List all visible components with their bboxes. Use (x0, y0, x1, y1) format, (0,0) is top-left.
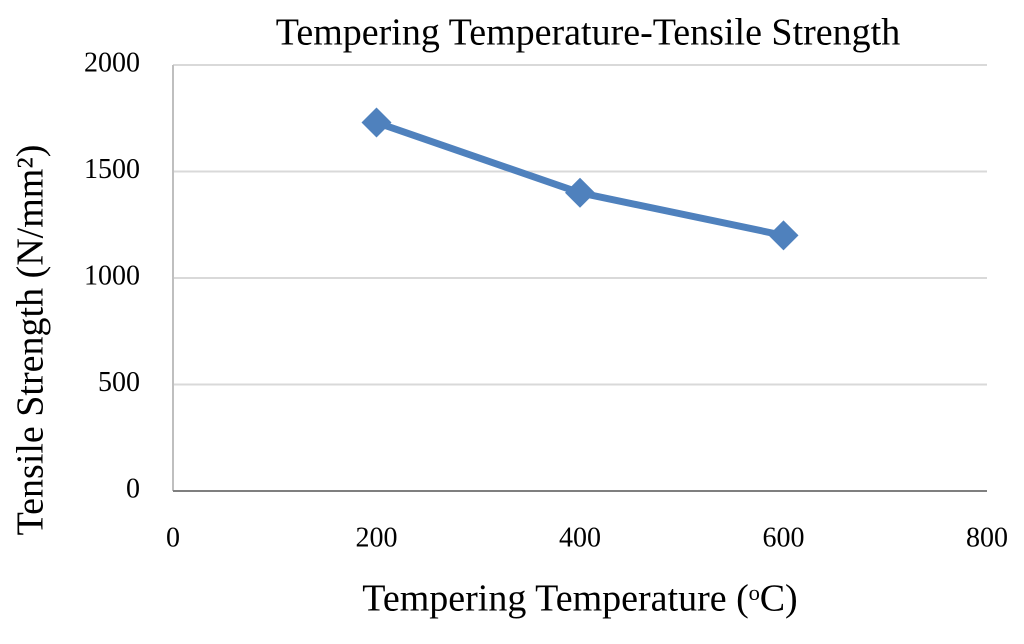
x-tick-label: 800 (966, 522, 1008, 553)
y-tick-label: 1500 (84, 154, 140, 185)
marker (565, 177, 595, 208)
y-axis-title: Tensile Strength (N/mm²) (10, 145, 52, 536)
y-tick-label: 2000 (84, 47, 140, 78)
y-tick-label: 500 (98, 367, 140, 398)
x-tick-label: 200 (356, 522, 398, 553)
marker (768, 220, 799, 251)
x-tick-label: 600 (763, 522, 805, 553)
x-axis-title: Tempering Temperature (ᵒC) (362, 578, 797, 620)
x-tick-label: 400 (559, 522, 601, 553)
y-tick-label: 1000 (84, 260, 140, 291)
chart-title: Tempering Temperature-Tensile Strength (276, 12, 900, 54)
y-tick-label: 0 (126, 473, 140, 504)
x-tick-label: 0 (166, 522, 180, 553)
marker (361, 107, 392, 138)
